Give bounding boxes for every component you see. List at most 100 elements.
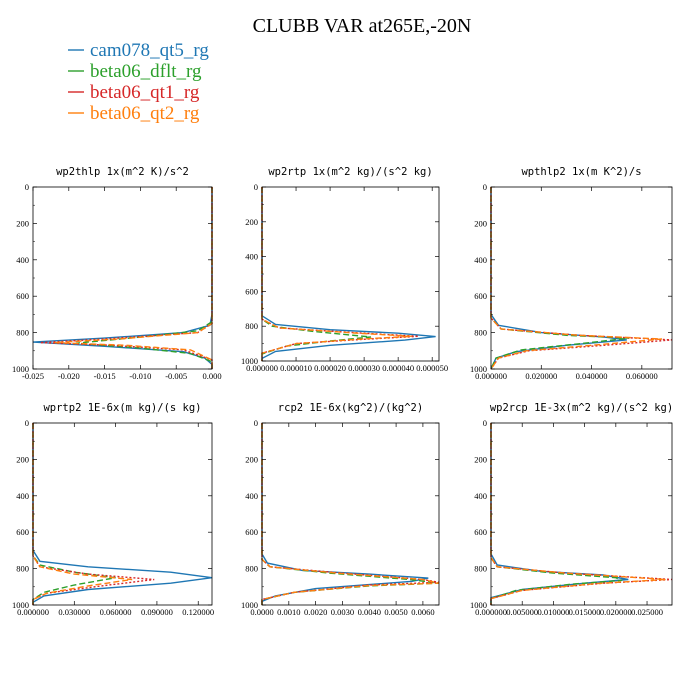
x-tick-label: 0.120000 bbox=[182, 607, 214, 617]
y-tick-label: 0 bbox=[25, 182, 29, 192]
y-tick-label: 1000 bbox=[241, 600, 258, 610]
legend-entry: beta06_qt2_rg bbox=[90, 103, 200, 124]
x-tick-label: 0.025000 bbox=[631, 607, 663, 617]
x-tick-label: -0.010 bbox=[129, 371, 151, 381]
panel-title: wpthlp2 1x(m K^2)/s bbox=[521, 166, 641, 178]
panel-title: wp2rtp 1x(m^2 kg)/(s^2 kg) bbox=[268, 166, 432, 178]
panel-title: rcp2 1E-6x(kg^2)/(kg^2) bbox=[278, 402, 423, 414]
y-tick-label: 1000 bbox=[470, 600, 487, 610]
x-tick-label: 0.000050 bbox=[416, 363, 448, 373]
y-tick-label: 400 bbox=[16, 255, 29, 265]
x-tick-label: 0.060000 bbox=[626, 371, 658, 381]
x-tick-label: 0.000030 bbox=[348, 363, 380, 373]
x-tick-label: 0.0050 bbox=[384, 607, 407, 617]
y-tick-label: 600 bbox=[16, 291, 29, 301]
y-tick-label: 400 bbox=[16, 491, 29, 501]
x-tick-label: -0.025 bbox=[22, 371, 44, 381]
y-tick-label: 400 bbox=[474, 491, 487, 501]
x-tick-label: -0.005 bbox=[165, 371, 187, 381]
series-line bbox=[32, 423, 133, 605]
y-tick-label: 0 bbox=[483, 182, 487, 192]
x-tick-label: 0.020000 bbox=[525, 371, 557, 381]
y-tick-label: 800 bbox=[245, 564, 258, 574]
y-tick-label: 400 bbox=[245, 252, 258, 262]
x-tick-label: 0.000000 bbox=[17, 607, 49, 617]
y-tick-label: 400 bbox=[245, 491, 258, 501]
x-tick-label: 0.000010 bbox=[280, 363, 312, 373]
y-tick-label: 600 bbox=[474, 527, 487, 537]
x-tick-label: 0.000020 bbox=[314, 363, 346, 373]
y-tick-label: 200 bbox=[245, 454, 258, 464]
panel-title: wprtp2 1E-6x(m kg)/(s kg) bbox=[43, 402, 201, 414]
panel-title: wp2rcp 1E-3x(m^2 kg)/(s^2 kg) bbox=[490, 402, 673, 414]
y-tick-label: 0 bbox=[254, 182, 258, 192]
x-tick-label: -0.015 bbox=[94, 371, 116, 381]
x-tick-label: 0.0020 bbox=[304, 607, 327, 617]
series-line bbox=[32, 423, 116, 605]
x-tick-label: 0.000040 bbox=[382, 363, 414, 373]
series-line bbox=[490, 423, 666, 605]
y-tick-label: 200 bbox=[474, 454, 487, 464]
chart-panel: wp2thlp 1x(m^2 K)/s^202004006008001000-0… bbox=[12, 166, 222, 381]
y-tick-label: 1000 bbox=[241, 356, 258, 366]
series-line bbox=[32, 423, 155, 605]
legend-entry: beta06_dflt_rg bbox=[90, 61, 202, 82]
series-line bbox=[261, 187, 419, 361]
x-tick-label: 0.060000 bbox=[100, 607, 132, 617]
y-tick-label: 200 bbox=[16, 454, 29, 464]
x-tick-label: 0.010000 bbox=[537, 607, 569, 617]
y-tick-label: 600 bbox=[474, 291, 487, 301]
chart-panel: rcp2 1E-6x(kg^2)/(kg^2) 0 200 400 600 800 1000… bbox=[241, 402, 440, 617]
chart-panel: wpthlp2 1x(m K^2)/s 0 200 400 600 800 10000.00… bbox=[470, 166, 673, 381]
x-tick-label: 0.020000 bbox=[600, 607, 632, 617]
plot-frame bbox=[32, 422, 213, 606]
y-tick-label: 600 bbox=[16, 527, 29, 537]
series-line bbox=[490, 187, 627, 370]
x-tick-label: 0.0010 bbox=[277, 607, 300, 617]
y-tick-label: 600 bbox=[245, 527, 258, 537]
x-tick-label: 0.000 bbox=[202, 371, 221, 381]
series-line bbox=[261, 187, 412, 361]
y-tick-label: 1000 bbox=[12, 364, 29, 374]
y-tick-label: 0 bbox=[25, 418, 29, 428]
y-tick-label: 0 bbox=[483, 418, 487, 428]
chart-panel: wp2rtp 1x(m^2 kg)/(s^2 kg) 0 200 400 600 800 1… bbox=[241, 166, 448, 373]
y-tick-label: 800 bbox=[245, 321, 258, 331]
legend-entry: beta06_qt1_rg bbox=[90, 82, 200, 103]
x-tick-label: 0.040000 bbox=[576, 371, 608, 381]
y-tick-label: 200 bbox=[474, 218, 487, 228]
x-tick-label: 0.0000 bbox=[250, 607, 273, 617]
x-tick-label: 0.005000 bbox=[506, 607, 538, 617]
y-tick-label: 1000 bbox=[12, 600, 29, 610]
series-line bbox=[54, 187, 213, 369]
x-tick-label: 0.000000 bbox=[246, 363, 278, 373]
legend: cam078_qt5_rgbeta06_dflt_rgbeta06_qt1_rg… bbox=[68, 40, 209, 124]
x-tick-label: 0.015000 bbox=[569, 607, 601, 617]
chart-panels: wp2thlp 1x(m^2 K)/s^202004006008001000-0… bbox=[12, 166, 673, 617]
series-line bbox=[261, 187, 436, 361]
figure-title: CLUBB VAR at265E,-20N bbox=[253, 15, 472, 37]
y-tick-label: 800 bbox=[16, 564, 29, 574]
y-tick-label: 800 bbox=[474, 564, 487, 574]
series-line bbox=[261, 423, 440, 605]
x-tick-label: -0.020 bbox=[58, 371, 80, 381]
series-line bbox=[75, 187, 213, 369]
chart-panel: wprtp2 1E-6x(m kg)/(s kg) 0 200 400 600 800 10… bbox=[12, 402, 214, 617]
series-line bbox=[32, 423, 213, 605]
series-line bbox=[40, 187, 213, 369]
x-tick-label: 0.0040 bbox=[358, 607, 381, 617]
x-tick-label: 0.0030 bbox=[331, 607, 354, 617]
x-tick-label: 0.000000 bbox=[475, 607, 507, 617]
series-line bbox=[261, 187, 371, 361]
chart-panel: wp2rcp 1E-3x(m^2 kg)/(s^2 kg)0 200 400 600 8… bbox=[470, 402, 673, 617]
x-tick-label: 0.0060 bbox=[411, 607, 434, 617]
y-tick-label: 800 bbox=[474, 328, 487, 338]
series-line bbox=[490, 187, 673, 370]
y-tick-label: 200 bbox=[16, 218, 29, 228]
y-tick-label: 400 bbox=[474, 255, 487, 265]
panel-title: wp2thlp 1x(m^2 K)/s^2 bbox=[56, 166, 189, 178]
series-line bbox=[490, 187, 662, 370]
y-tick-label: 600 bbox=[245, 286, 258, 296]
series-line bbox=[490, 423, 623, 605]
